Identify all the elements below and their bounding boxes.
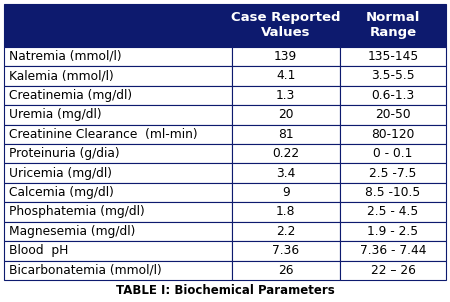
Bar (232, 124, 340, 144)
Text: 9: 9 (282, 186, 290, 199)
Bar (4, 124, 232, 144)
Bar (232, 105, 340, 124)
Bar (232, 47, 340, 66)
Text: 22 – 26: 22 – 26 (370, 264, 415, 277)
Bar (232, 163, 340, 183)
Bar (4, 222, 232, 241)
Text: 4.1: 4.1 (276, 69, 296, 82)
Text: 0 - 0.1: 0 - 0.1 (373, 147, 413, 160)
Text: Calcemia (mg/dl): Calcemia (mg/dl) (9, 186, 114, 199)
Text: 81: 81 (278, 128, 293, 141)
Bar (232, 4, 340, 47)
Bar (340, 241, 446, 261)
Text: 20-50: 20-50 (375, 108, 411, 121)
Text: Case Reported
Values: Case Reported Values (231, 11, 341, 39)
Bar (4, 105, 232, 124)
Text: 1.9 - 2.5: 1.9 - 2.5 (367, 225, 419, 238)
Bar (340, 4, 446, 47)
Text: Blood  pH: Blood pH (9, 244, 68, 257)
Text: Natremia (mmol/l): Natremia (mmol/l) (9, 50, 122, 63)
Bar (232, 66, 340, 86)
Text: Phosphatemia (mg/dl): Phosphatemia (mg/dl) (9, 205, 145, 218)
Text: 1.8: 1.8 (276, 205, 296, 218)
Text: 80-120: 80-120 (371, 128, 414, 141)
Text: Kalemia (mmol/l): Kalemia (mmol/l) (9, 69, 114, 82)
Text: 3.4: 3.4 (276, 167, 296, 180)
Bar (232, 202, 340, 222)
Bar (340, 202, 446, 222)
Bar (4, 183, 232, 202)
Text: 135-145: 135-145 (367, 50, 419, 63)
Bar (340, 105, 446, 124)
Text: Uremia (mg/dl): Uremia (mg/dl) (9, 108, 102, 121)
Text: Normal
Range: Normal Range (366, 11, 420, 39)
Bar (340, 86, 446, 105)
Text: Magnesemia (mg/dl): Magnesemia (mg/dl) (9, 225, 135, 238)
Bar (4, 163, 232, 183)
Bar (232, 86, 340, 105)
Bar (340, 163, 446, 183)
Text: Bicarbonatemia (mmol/l): Bicarbonatemia (mmol/l) (9, 264, 162, 277)
Text: Creatinemia (mg/dl): Creatinemia (mg/dl) (9, 89, 132, 102)
Bar (340, 124, 446, 144)
Bar (340, 66, 446, 86)
Bar (232, 144, 340, 163)
Bar (340, 144, 446, 163)
Bar (4, 86, 232, 105)
Text: 8.5 -10.5: 8.5 -10.5 (365, 186, 421, 199)
Bar (232, 261, 340, 280)
Bar (4, 202, 232, 222)
Bar (232, 222, 340, 241)
Text: 0.6-1.3: 0.6-1.3 (371, 89, 414, 102)
Bar (4, 144, 232, 163)
Text: Uricemia (mg/dl): Uricemia (mg/dl) (9, 167, 112, 180)
Bar (232, 183, 340, 202)
Bar (4, 47, 232, 66)
Bar (340, 222, 446, 241)
Text: 1.3: 1.3 (276, 89, 296, 102)
Text: 2.5 - 4.5: 2.5 - 4.5 (367, 205, 419, 218)
Text: 2.2: 2.2 (276, 225, 296, 238)
Text: 7.36: 7.36 (272, 244, 299, 257)
Text: TABLE I: Biochemical Parameters: TABLE I: Biochemical Parameters (116, 284, 334, 297)
Text: 0.22: 0.22 (272, 147, 299, 160)
Text: 139: 139 (274, 50, 297, 63)
Bar (232, 241, 340, 261)
Text: 3.5-5.5: 3.5-5.5 (371, 69, 415, 82)
Text: 7.36 - 7.44: 7.36 - 7.44 (360, 244, 426, 257)
Bar (340, 47, 446, 66)
Text: Proteinuria (g/dia): Proteinuria (g/dia) (9, 147, 120, 160)
Bar (4, 241, 232, 261)
Bar (340, 261, 446, 280)
Text: 20: 20 (278, 108, 293, 121)
Bar (340, 183, 446, 202)
Text: 2.5 -7.5: 2.5 -7.5 (369, 167, 417, 180)
Bar (4, 4, 232, 47)
Bar (4, 261, 232, 280)
Text: 26: 26 (278, 264, 293, 277)
Bar (4, 66, 232, 86)
Text: Creatinine Clearance  (ml-min): Creatinine Clearance (ml-min) (9, 128, 198, 141)
